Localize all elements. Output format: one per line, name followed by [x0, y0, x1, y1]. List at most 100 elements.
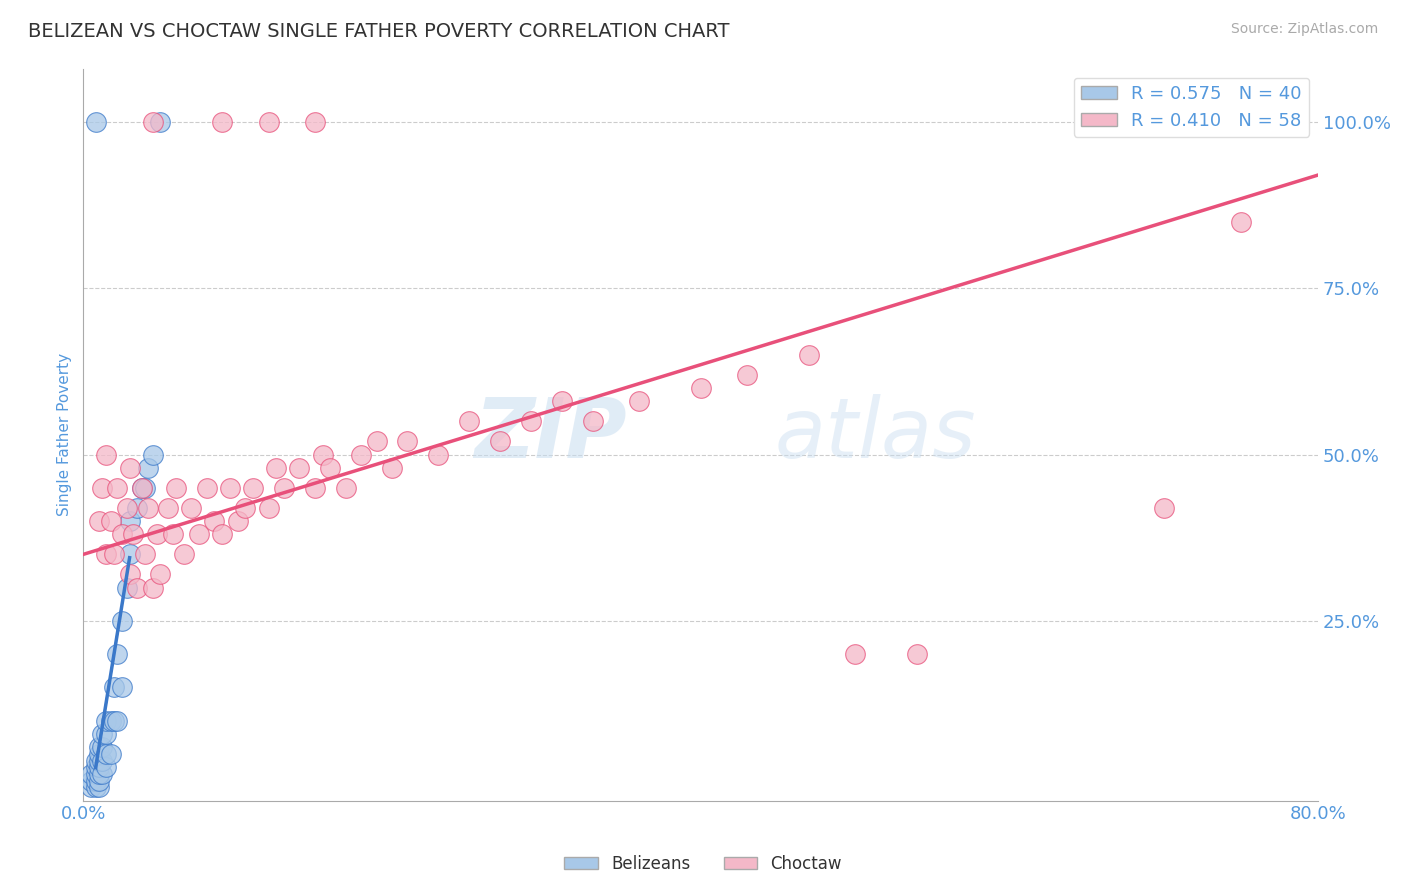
Point [396, 434, 419, 449]
Point [304, 115, 326, 129]
Point [211, 115, 233, 129]
Point [195, 481, 218, 495]
Point [87, 514, 110, 528]
Legend: R = 0.575   N = 40, R = 0.410   N = 58: R = 0.575 N = 40, R = 0.410 N = 58 [1074, 78, 1309, 137]
Point [627, 394, 650, 409]
Legend: Belizeans, Choctaw: Belizeans, Choctaw [558, 848, 848, 880]
Point [134, 547, 156, 561]
Point [90, 740, 112, 755]
Point [105, 714, 128, 728]
Point [157, 500, 180, 515]
Point [80, 780, 103, 795]
Point [689, 381, 711, 395]
Point [127, 500, 149, 515]
Point [118, 567, 141, 582]
Point [90, 754, 112, 768]
Point [84, 773, 107, 788]
Point [489, 434, 512, 449]
Point [96, 747, 118, 761]
Point [105, 647, 128, 661]
Point [242, 481, 264, 495]
Point [142, 581, 165, 595]
Point [118, 547, 141, 561]
Point [582, 414, 605, 428]
Text: BELIZEAN VS CHOCTAW SINGLE FATHER POVERTY CORRELATION CHART: BELIZEAN VS CHOCTAW SINGLE FATHER POVERT… [28, 22, 730, 41]
Point [96, 714, 118, 728]
Point [136, 460, 159, 475]
Point [96, 547, 118, 561]
Point [87, 747, 110, 761]
Point [103, 547, 125, 561]
Point [111, 527, 134, 541]
Point [226, 514, 249, 528]
Point [90, 727, 112, 741]
Point [1153, 500, 1175, 515]
Point [134, 481, 156, 495]
Point [96, 760, 118, 774]
Point [180, 500, 202, 515]
Point [80, 767, 103, 781]
Point [188, 527, 211, 541]
Point [149, 115, 172, 129]
Point [84, 115, 107, 129]
Point [111, 614, 134, 628]
Text: ZIP: ZIP [474, 394, 627, 475]
Point [118, 514, 141, 528]
Point [427, 448, 450, 462]
Point [797, 348, 820, 362]
Point [87, 754, 110, 768]
Point [131, 481, 153, 495]
Point [311, 448, 333, 462]
Point [84, 760, 107, 774]
Point [204, 514, 226, 528]
Point [87, 760, 110, 774]
Point [105, 481, 128, 495]
Point [90, 767, 112, 781]
Point [149, 567, 172, 582]
Point [304, 481, 326, 495]
Y-axis label: Single Father Poverty: Single Father Poverty [58, 353, 72, 516]
Point [136, 500, 159, 515]
Point [142, 115, 165, 129]
Point [366, 434, 388, 449]
Point [100, 714, 122, 728]
Point [118, 460, 141, 475]
Text: atlas: atlas [775, 394, 976, 475]
Point [80, 773, 103, 788]
Point [103, 681, 125, 695]
Point [84, 767, 107, 781]
Point [844, 647, 866, 661]
Point [350, 448, 373, 462]
Point [96, 448, 118, 462]
Point [100, 747, 122, 761]
Point [115, 500, 138, 515]
Point [121, 527, 143, 541]
Point [165, 481, 187, 495]
Point [1230, 214, 1253, 228]
Point [111, 681, 134, 695]
Point [273, 481, 295, 495]
Point [381, 460, 404, 475]
Point [319, 460, 342, 475]
Point [905, 647, 928, 661]
Point [115, 581, 138, 595]
Point [84, 754, 107, 768]
Point [84, 780, 107, 795]
Point [87, 773, 110, 788]
Point [458, 414, 481, 428]
Point [551, 394, 574, 409]
Point [264, 460, 287, 475]
Point [173, 547, 195, 561]
Point [335, 481, 357, 495]
Point [103, 714, 125, 728]
Point [142, 448, 165, 462]
Point [131, 481, 153, 495]
Point [87, 767, 110, 781]
Point [96, 727, 118, 741]
Point [100, 514, 122, 528]
Point [735, 368, 758, 382]
Point [288, 460, 311, 475]
Point [87, 780, 110, 795]
Point [162, 527, 184, 541]
Point [146, 527, 169, 541]
